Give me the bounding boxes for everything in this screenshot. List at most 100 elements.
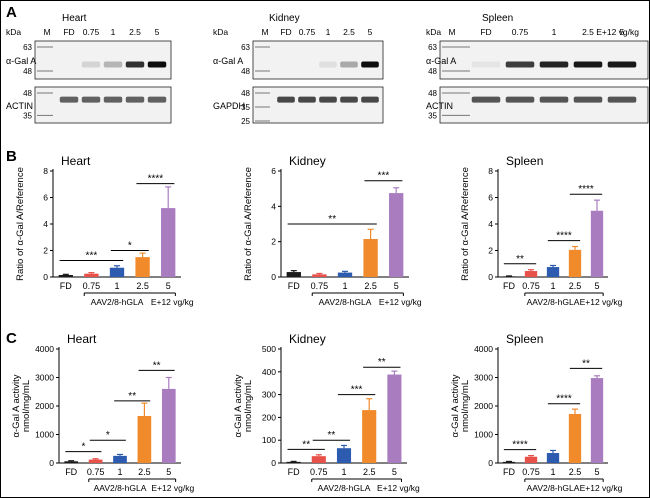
lane-label: M bbox=[43, 27, 50, 37]
bar bbox=[135, 257, 150, 277]
blot-title: Spleen bbox=[482, 13, 513, 24]
bar bbox=[137, 415, 152, 463]
x-group-label: AAV2/8-hGLA bbox=[318, 483, 371, 493]
y-axis-unit: nmol/mg/mL bbox=[460, 380, 471, 432]
significance-label: ** bbox=[582, 358, 590, 369]
y-tick-label: 0 bbox=[488, 272, 493, 282]
x-unit-label: E+12 vg/kg bbox=[151, 297, 194, 307]
bar bbox=[590, 210, 604, 277]
x-tick-label: 0.75 bbox=[311, 281, 329, 291]
blot-band bbox=[103, 96, 123, 103]
significance-label: **** bbox=[556, 231, 572, 242]
significance-label: ** bbox=[153, 360, 161, 371]
blot-membrane bbox=[439, 86, 649, 124]
x-tick-label: 2.5 bbox=[569, 467, 582, 477]
protein-label: α-Gal A bbox=[6, 56, 36, 66]
chart-title: Spleen bbox=[506, 154, 543, 168]
lane-label: 1 bbox=[111, 27, 116, 37]
chart-b-spleen: Spleen 0 2 4 6 8 Ratio of α-Gal A/Reference FD 0… bbox=[460, 154, 623, 307]
y-tick-label: 2000 bbox=[474, 401, 493, 411]
blot-band bbox=[505, 96, 535, 103]
blot-band bbox=[319, 61, 337, 68]
blot-membrane bbox=[34, 86, 172, 124]
marker-label: 35 bbox=[241, 103, 250, 112]
x-tick-label: 1 bbox=[550, 467, 555, 477]
x-tick-label: 1 bbox=[550, 281, 555, 291]
bar bbox=[84, 273, 99, 277]
lane-label: FD bbox=[63, 27, 74, 37]
significance-label: ** bbox=[378, 357, 386, 368]
significance-label: **** bbox=[556, 394, 572, 405]
blot-band bbox=[103, 61, 123, 68]
y-tick-label: 2 bbox=[271, 237, 276, 247]
lane-label: 5 bbox=[368, 27, 373, 37]
x-tick-label: FD bbox=[503, 467, 515, 477]
bar bbox=[161, 388, 176, 463]
x-group-label: AAV2/8-hGLA bbox=[527, 297, 580, 307]
blot-panel-top: α-Gal A 63 48 bbox=[426, 40, 649, 80]
y-axis-label: Ratio of α-Gal A/Reference bbox=[15, 167, 26, 281]
bar bbox=[387, 374, 402, 463]
y-axis-label: Ratio of α-Gal A/Reference bbox=[460, 167, 471, 281]
blot-band bbox=[573, 61, 603, 68]
blot-band bbox=[607, 61, 637, 68]
protein-label: ACTIN bbox=[426, 101, 453, 111]
blot-band bbox=[573, 96, 603, 103]
x-group-label: AAV2/8-hGLA bbox=[527, 483, 580, 493]
x-group-label: AAV2/8-hGLA bbox=[94, 483, 147, 493]
blot-kidney: Kidney kDa M FD 0.75 1 2.5 5 α-Gal A 63 48 GAPDH 48 3… bbox=[213, 13, 384, 126]
blot-membrane bbox=[252, 40, 384, 80]
y-axis-label: α-Gal A activity bbox=[450, 374, 461, 437]
x-group-label: AAV2/8-hGLA bbox=[319, 297, 372, 307]
y-tick-label: 200 bbox=[262, 412, 276, 422]
bar bbox=[311, 456, 326, 463]
bar bbox=[88, 459, 103, 463]
lane-label: 0.75 bbox=[512, 27, 529, 37]
significance-label: ** bbox=[302, 439, 310, 450]
marker-label: 63 bbox=[241, 43, 250, 52]
lane-label: 5 bbox=[155, 27, 160, 37]
dose-note: E+12 vg/kg bbox=[596, 27, 639, 37]
blot-heart: Heart kDa M FD 0.75 1 2.5 5 α-Gal A 63 48 ACTIN 48 35 bbox=[6, 13, 172, 124]
x-tick-label: 5 bbox=[594, 281, 599, 291]
kda-label: kDa bbox=[6, 27, 21, 37]
marker-label: 35 bbox=[428, 111, 437, 120]
x-tick-label: 5 bbox=[392, 467, 397, 477]
significance-label: *** bbox=[351, 385, 363, 396]
y-tick-label: 2000 bbox=[35, 401, 54, 411]
chart-b-heart: Heart 0 2 4 6 8 Ratio of α-Gal A/Reference FD 0.… bbox=[15, 154, 194, 307]
blot-membrane bbox=[439, 40, 649, 80]
marker-label: 48 bbox=[428, 89, 437, 98]
y-tick-label: 1000 bbox=[474, 430, 493, 440]
blot-band bbox=[147, 61, 167, 68]
y-tick-label: 0 bbox=[49, 458, 54, 468]
lane-label: 2.5 bbox=[129, 27, 141, 37]
y-tick-label: 300 bbox=[262, 390, 276, 400]
blot-band bbox=[539, 61, 569, 68]
x-tick-label: 0.75 bbox=[522, 281, 540, 291]
protein-label: ACTIN bbox=[6, 101, 33, 111]
blot-band bbox=[340, 61, 358, 68]
significance-label: **** bbox=[148, 174, 164, 185]
panel-label-c: C bbox=[6, 330, 17, 347]
x-tick-label: 2.5 bbox=[569, 281, 582, 291]
y-tick-label: 4 bbox=[271, 201, 276, 211]
protein-label: GAPDH bbox=[213, 101, 245, 111]
marker-label: 48 bbox=[241, 89, 250, 98]
bar bbox=[109, 267, 125, 277]
blot-panel-bottom: GAPDH 48 35 25 bbox=[213, 86, 384, 126]
chart-title: Kidney bbox=[289, 154, 326, 168]
blot-title: Heart bbox=[62, 13, 87, 24]
y-tick-label: 6 bbox=[271, 166, 276, 176]
x-tick-label: 1 bbox=[341, 467, 346, 477]
x-tick-label: 5 bbox=[166, 281, 171, 291]
protein-label: α-Gal A bbox=[426, 56, 456, 66]
x-tick-label: 0.75 bbox=[522, 467, 540, 477]
chart-c-spleen: Spleen 0 1000 2000 3000 4000 α-Gal A activity n… bbox=[450, 332, 623, 493]
x-tick-label: 5 bbox=[166, 467, 171, 477]
significance-label: ** bbox=[516, 254, 524, 265]
chart-c-heart: Heart 0 1000 2000 3000 4000 α-Gal A activity nm… bbox=[11, 332, 194, 493]
significance-label: ** bbox=[328, 214, 336, 225]
blot-panel-bottom: ACTIN 48 35 bbox=[6, 86, 172, 124]
